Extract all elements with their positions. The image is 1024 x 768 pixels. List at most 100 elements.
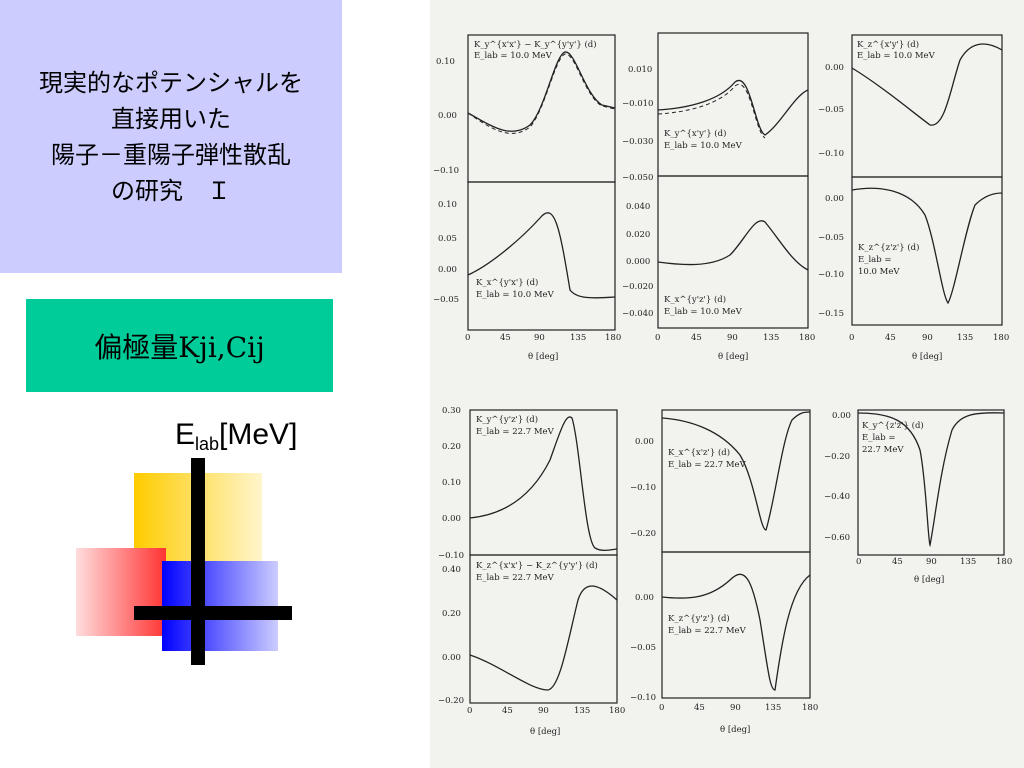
top-x-axis-col2: 0 45 90 135 180 θ [deg] xyxy=(655,333,815,362)
y-tick: −0.60 xyxy=(824,533,850,543)
y-tick: 0.00 xyxy=(825,194,844,204)
panel-bottom-mid-lower: K_z^{y'z'} (d) E_lab = 22.7 MeV 0.00 −0.… xyxy=(630,551,818,735)
panel-top-right-lower: 0.00 −0.05 −0.10 −0.15 K_z^{z'z'} (d) E_… xyxy=(818,176,1003,326)
panel-label: K_y^{x'y'} (d) xyxy=(664,128,726,139)
theory-curve xyxy=(661,411,811,531)
y-tick: −0.030 xyxy=(622,137,653,147)
panel-label: K_y^{y'z'} (d) xyxy=(476,414,538,425)
theory-curve xyxy=(469,416,618,552)
x-axis-label: θ [deg] xyxy=(718,352,748,362)
x-tick: 90 xyxy=(922,333,933,343)
x-tick: 90 xyxy=(926,557,937,567)
x-tick: 0 xyxy=(467,706,472,716)
y-tick: 0.20 xyxy=(442,442,461,452)
y-tick: −0.040 xyxy=(622,309,653,319)
x-tick: 90 xyxy=(727,333,738,343)
y-tick: −0.05 xyxy=(818,233,844,243)
panel-top-right-upper: K_z^{x'y'} (d) E_lab = 10.0 MeV 0.00 −0.… xyxy=(818,34,1003,178)
y-tick: 0.00 xyxy=(832,411,851,421)
x-axis-label: θ [deg] xyxy=(530,727,560,737)
top-x-axis-col1: 0 45 90 135 180 θ [deg] xyxy=(465,333,621,362)
x-tick: 90 xyxy=(730,703,741,713)
y-tick: −0.10 xyxy=(630,693,656,703)
y-tick: 0.10 xyxy=(438,200,457,210)
x-tick: 135 xyxy=(765,703,781,713)
panel-label: E_lab = 10.0 MeV xyxy=(476,290,555,300)
panel-label: K_y^{x'x'} − K_y^{y'y'} (d) xyxy=(474,39,597,50)
x-tick: 0 xyxy=(465,333,470,343)
title-line-4: の研究 Ｉ xyxy=(111,176,231,205)
y-tick: 0.00 xyxy=(438,111,457,121)
panel-label: E_lab = 10.0 MeV xyxy=(857,51,936,61)
x-tick: 180 xyxy=(993,333,1009,343)
y-tick: −0.10 xyxy=(438,551,464,561)
x-tick: 180 xyxy=(799,333,815,343)
panel-label: K_z^{y'z'} (d) xyxy=(668,613,730,624)
panel-label: E_lab = xyxy=(862,433,896,443)
y-tick: 0.00 xyxy=(438,265,457,275)
title-line-1: 現実的なポテンシャルを xyxy=(39,68,303,97)
x-tick: 0 xyxy=(849,333,854,343)
y-tick: −0.10 xyxy=(818,270,844,280)
x-tick: 180 xyxy=(609,706,625,716)
panel-label: E_lab = 22.7 MeV xyxy=(668,626,747,636)
panel-label: E_lab = 10.0 MeV xyxy=(474,51,553,61)
panel-label: E_lab = 10.0 MeV xyxy=(664,141,743,151)
panel-label: K_y^{z'z'} (d) xyxy=(862,420,924,431)
scan-background xyxy=(430,0,1024,768)
y-tick: 0.00 xyxy=(635,437,654,447)
x-tick: 135 xyxy=(960,557,976,567)
y-tick: −0.020 xyxy=(622,282,653,292)
y-tick: −0.10 xyxy=(818,149,844,159)
panel-label: 22.7 MeV xyxy=(862,445,904,455)
x-tick: 135 xyxy=(957,333,973,343)
x-tick: 0 xyxy=(856,557,861,567)
x-axis-label: θ [deg] xyxy=(914,575,944,585)
x-axis-label: θ [deg] xyxy=(720,725,750,735)
y-tick: 0.00 xyxy=(825,63,844,73)
x-tick: 0 xyxy=(655,333,660,343)
theory-curve xyxy=(467,53,616,134)
theory-curve xyxy=(657,79,809,136)
panel-label: E_lab = 22.7 MeV xyxy=(476,573,555,583)
x-axis-label: θ [deg] xyxy=(528,352,558,362)
x-axis-label: θ [deg] xyxy=(912,352,942,362)
y-tick: −0.40 xyxy=(824,492,850,502)
panel-label: K_z^{z'z'} (d) xyxy=(858,242,919,253)
x-tick: 0 xyxy=(659,703,664,713)
panel-bottom-left-lower: K_z^{x'x'} − K_z^{y'y'} (d) E_lab = 22.7… xyxy=(438,554,625,737)
slide-title-box: 現実的なポテンシャルを 直接用いた 陽子－重陽子弾性散乱 の研究 Ｉ xyxy=(0,0,342,273)
top-x-axis-col3: 0 45 90 135 180 θ [deg] xyxy=(849,333,1009,362)
x-tick: 135 xyxy=(763,333,779,343)
title-line-3: 陽子－重陽子弾性散乱 xyxy=(51,140,291,169)
x-tick: 45 xyxy=(892,557,903,567)
x-tick: 45 xyxy=(694,703,705,713)
panel-label: K_x^{x'z'} (d) xyxy=(668,447,730,458)
panel-label: E_lab = xyxy=(858,255,892,265)
theory-curve xyxy=(851,187,1003,305)
y-tick: −0.20 xyxy=(824,452,850,462)
x-tick: 180 xyxy=(802,703,818,713)
x-tick: 45 xyxy=(502,706,513,716)
y-tick: −0.050 xyxy=(622,173,653,183)
x-tick: 90 xyxy=(538,706,549,716)
y-tick: 0.30 xyxy=(442,406,461,416)
y-tick: −0.05 xyxy=(433,295,459,305)
y-tick: −0.20 xyxy=(630,529,656,539)
y-tick: 0.20 xyxy=(442,609,461,619)
red-square xyxy=(76,548,166,636)
panel-label: K_z^{x'y'} (d) xyxy=(857,39,919,50)
y-tick: 0.40 xyxy=(442,565,461,575)
y-tick: −0.20 xyxy=(438,696,464,706)
y-tick: −0.05 xyxy=(630,643,656,653)
theory-curve xyxy=(467,51,616,132)
y-tick: −0.05 xyxy=(818,105,844,115)
panel-top-left-lower: 0.10 0.05 0.00 −0.05 K_x^{y'x'} (d) E_la… xyxy=(433,181,616,331)
x-tick: 45 xyxy=(691,333,702,343)
y-tick: −0.010 xyxy=(622,99,653,109)
y-tick: 0.05 xyxy=(438,234,457,244)
x-tick: 180 xyxy=(605,333,621,343)
y-tick: 0.000 xyxy=(626,257,650,267)
panel-bottom-right: K_y^{z'z'} (d) E_lab = 22.7 MeV 0.00 −0.… xyxy=(824,409,1012,585)
y-tick: 0.10 xyxy=(436,57,455,67)
